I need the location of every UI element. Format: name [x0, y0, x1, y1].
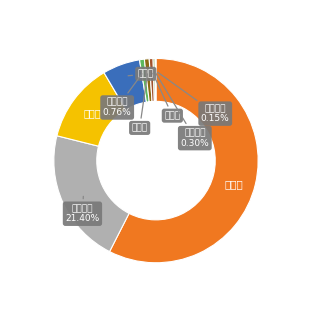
Wedge shape [104, 60, 146, 109]
Text: 버드나무
0.15%: 버드나무 0.15% [158, 72, 230, 123]
Text: 뽕나무: 뽕나무 [153, 73, 180, 120]
Wedge shape [110, 58, 258, 263]
Wedge shape [57, 73, 126, 146]
Text: 느티나무
0.76%: 느티나무 0.76% [103, 74, 142, 117]
Text: 굴피나무
21.40%: 굴피나무 21.40% [65, 196, 100, 223]
Wedge shape [144, 59, 152, 102]
Wedge shape [149, 58, 154, 101]
Wedge shape [139, 59, 149, 102]
Text: 팽나무: 팽나무 [132, 74, 148, 132]
Text: 참나무: 참나무 [224, 179, 243, 189]
Text: 밤나무: 밤나무 [83, 108, 101, 118]
Wedge shape [54, 136, 129, 252]
Wedge shape [155, 58, 156, 101]
Text: 가래나무
0.30%: 가래나무 0.30% [156, 73, 209, 148]
Wedge shape [153, 58, 155, 101]
Text: 소나무: 소나무 [128, 69, 154, 78]
